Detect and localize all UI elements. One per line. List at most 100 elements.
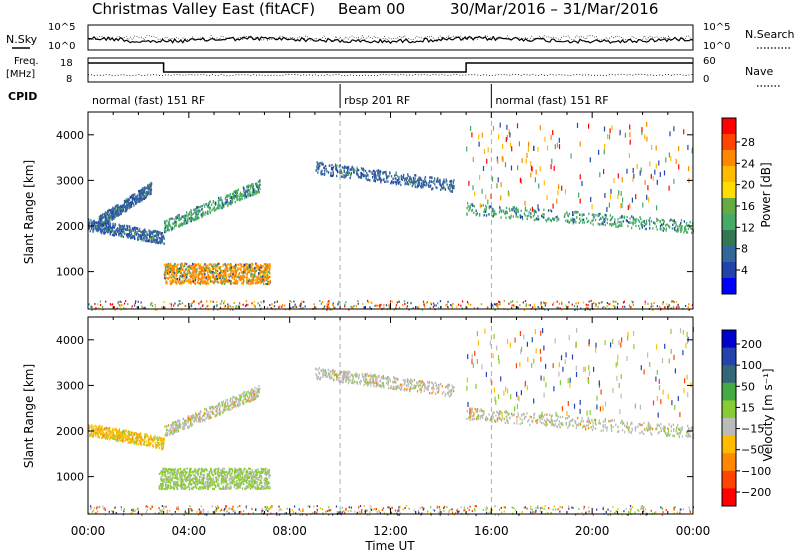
data-cell [622,197,624,203]
data-cell [216,207,218,210]
data-cell [620,203,622,209]
data-cell [101,230,103,233]
data-cell [173,271,175,274]
data-cell [184,470,186,473]
data-cell [586,220,588,224]
data-cell [89,229,91,233]
data-cell [331,174,334,178]
data-cell [659,224,662,228]
data-cell [109,226,111,230]
data-cell [92,221,94,224]
data-cell [151,231,154,234]
data-cell [141,306,143,309]
data-cell [206,482,209,485]
data-cell [237,194,239,198]
data-cell [209,482,211,485]
data-cell [227,273,229,276]
data-cell [128,234,131,238]
data-cell [195,271,197,274]
data-cell [609,223,611,226]
data-cell [194,280,196,283]
data-cell [230,467,232,470]
data-cell [113,233,115,236]
data-cell [142,188,144,191]
data-cell [362,175,365,178]
data-cell [257,477,260,480]
data-cell [568,301,570,304]
data-cell [173,487,175,490]
data-cell [151,182,153,185]
data-cell [203,264,205,267]
data-cell [627,205,629,211]
data-cell [144,186,146,189]
data-cell [332,304,334,306]
data-cell [345,175,347,178]
data-cell [239,193,241,196]
data-cell [253,472,255,476]
data-cell [222,478,225,481]
data-cell [101,220,103,223]
data-cell [615,223,617,226]
data-cell [210,480,213,483]
data-cell [499,301,501,304]
data-cell [253,273,256,276]
data-cell [598,212,601,216]
data-cell [215,266,217,270]
data-cell [233,277,236,280]
data-cell [471,208,474,212]
data-cell [221,282,223,285]
data-cell [257,281,260,284]
data-cell [88,426,90,429]
data-cell [88,223,90,226]
data-cell [196,469,198,472]
data-cell [172,486,174,489]
data-cell [199,486,202,489]
data-cell [212,474,214,477]
data-cell [194,470,196,473]
data-cell [184,217,186,221]
data-cell [258,268,261,271]
data-cell [179,472,181,475]
data-cell [241,282,243,285]
data-cell [544,304,546,307]
data-cell [226,195,228,199]
data-cell [169,225,172,228]
data-cell [622,220,624,223]
data-cell [220,482,223,485]
data-cell [139,234,141,237]
data-cell [131,194,133,197]
data-cell [117,206,119,209]
data-cell [152,232,154,236]
data-cell [628,153,630,158]
data-cell [193,481,195,484]
data-cell [355,305,357,308]
data-cell [174,467,177,470]
data-cell [436,180,439,183]
data-cell [154,442,156,445]
data-cell [214,280,217,283]
data-cell [89,225,91,228]
data-cell [154,438,156,441]
data-cell [248,268,250,271]
data-cell [323,305,326,308]
data-cell [404,177,406,180]
data-cell [186,211,188,214]
data-cell [250,484,252,487]
data-cell [629,124,631,130]
data-cell [260,480,262,483]
data-cell [336,168,338,172]
data-cell [230,306,232,309]
data-cell [107,219,109,223]
data-cell [571,303,573,306]
data-cell [184,276,186,279]
data-cell [149,234,151,237]
data-cell [403,173,405,177]
data-cell [224,274,227,278]
data-cell [195,212,197,215]
data-cell [511,300,514,303]
data-cell [140,198,142,202]
data-cell [575,221,577,224]
data-cell [173,481,176,484]
data-cell [178,484,180,487]
data-cell [481,132,483,138]
